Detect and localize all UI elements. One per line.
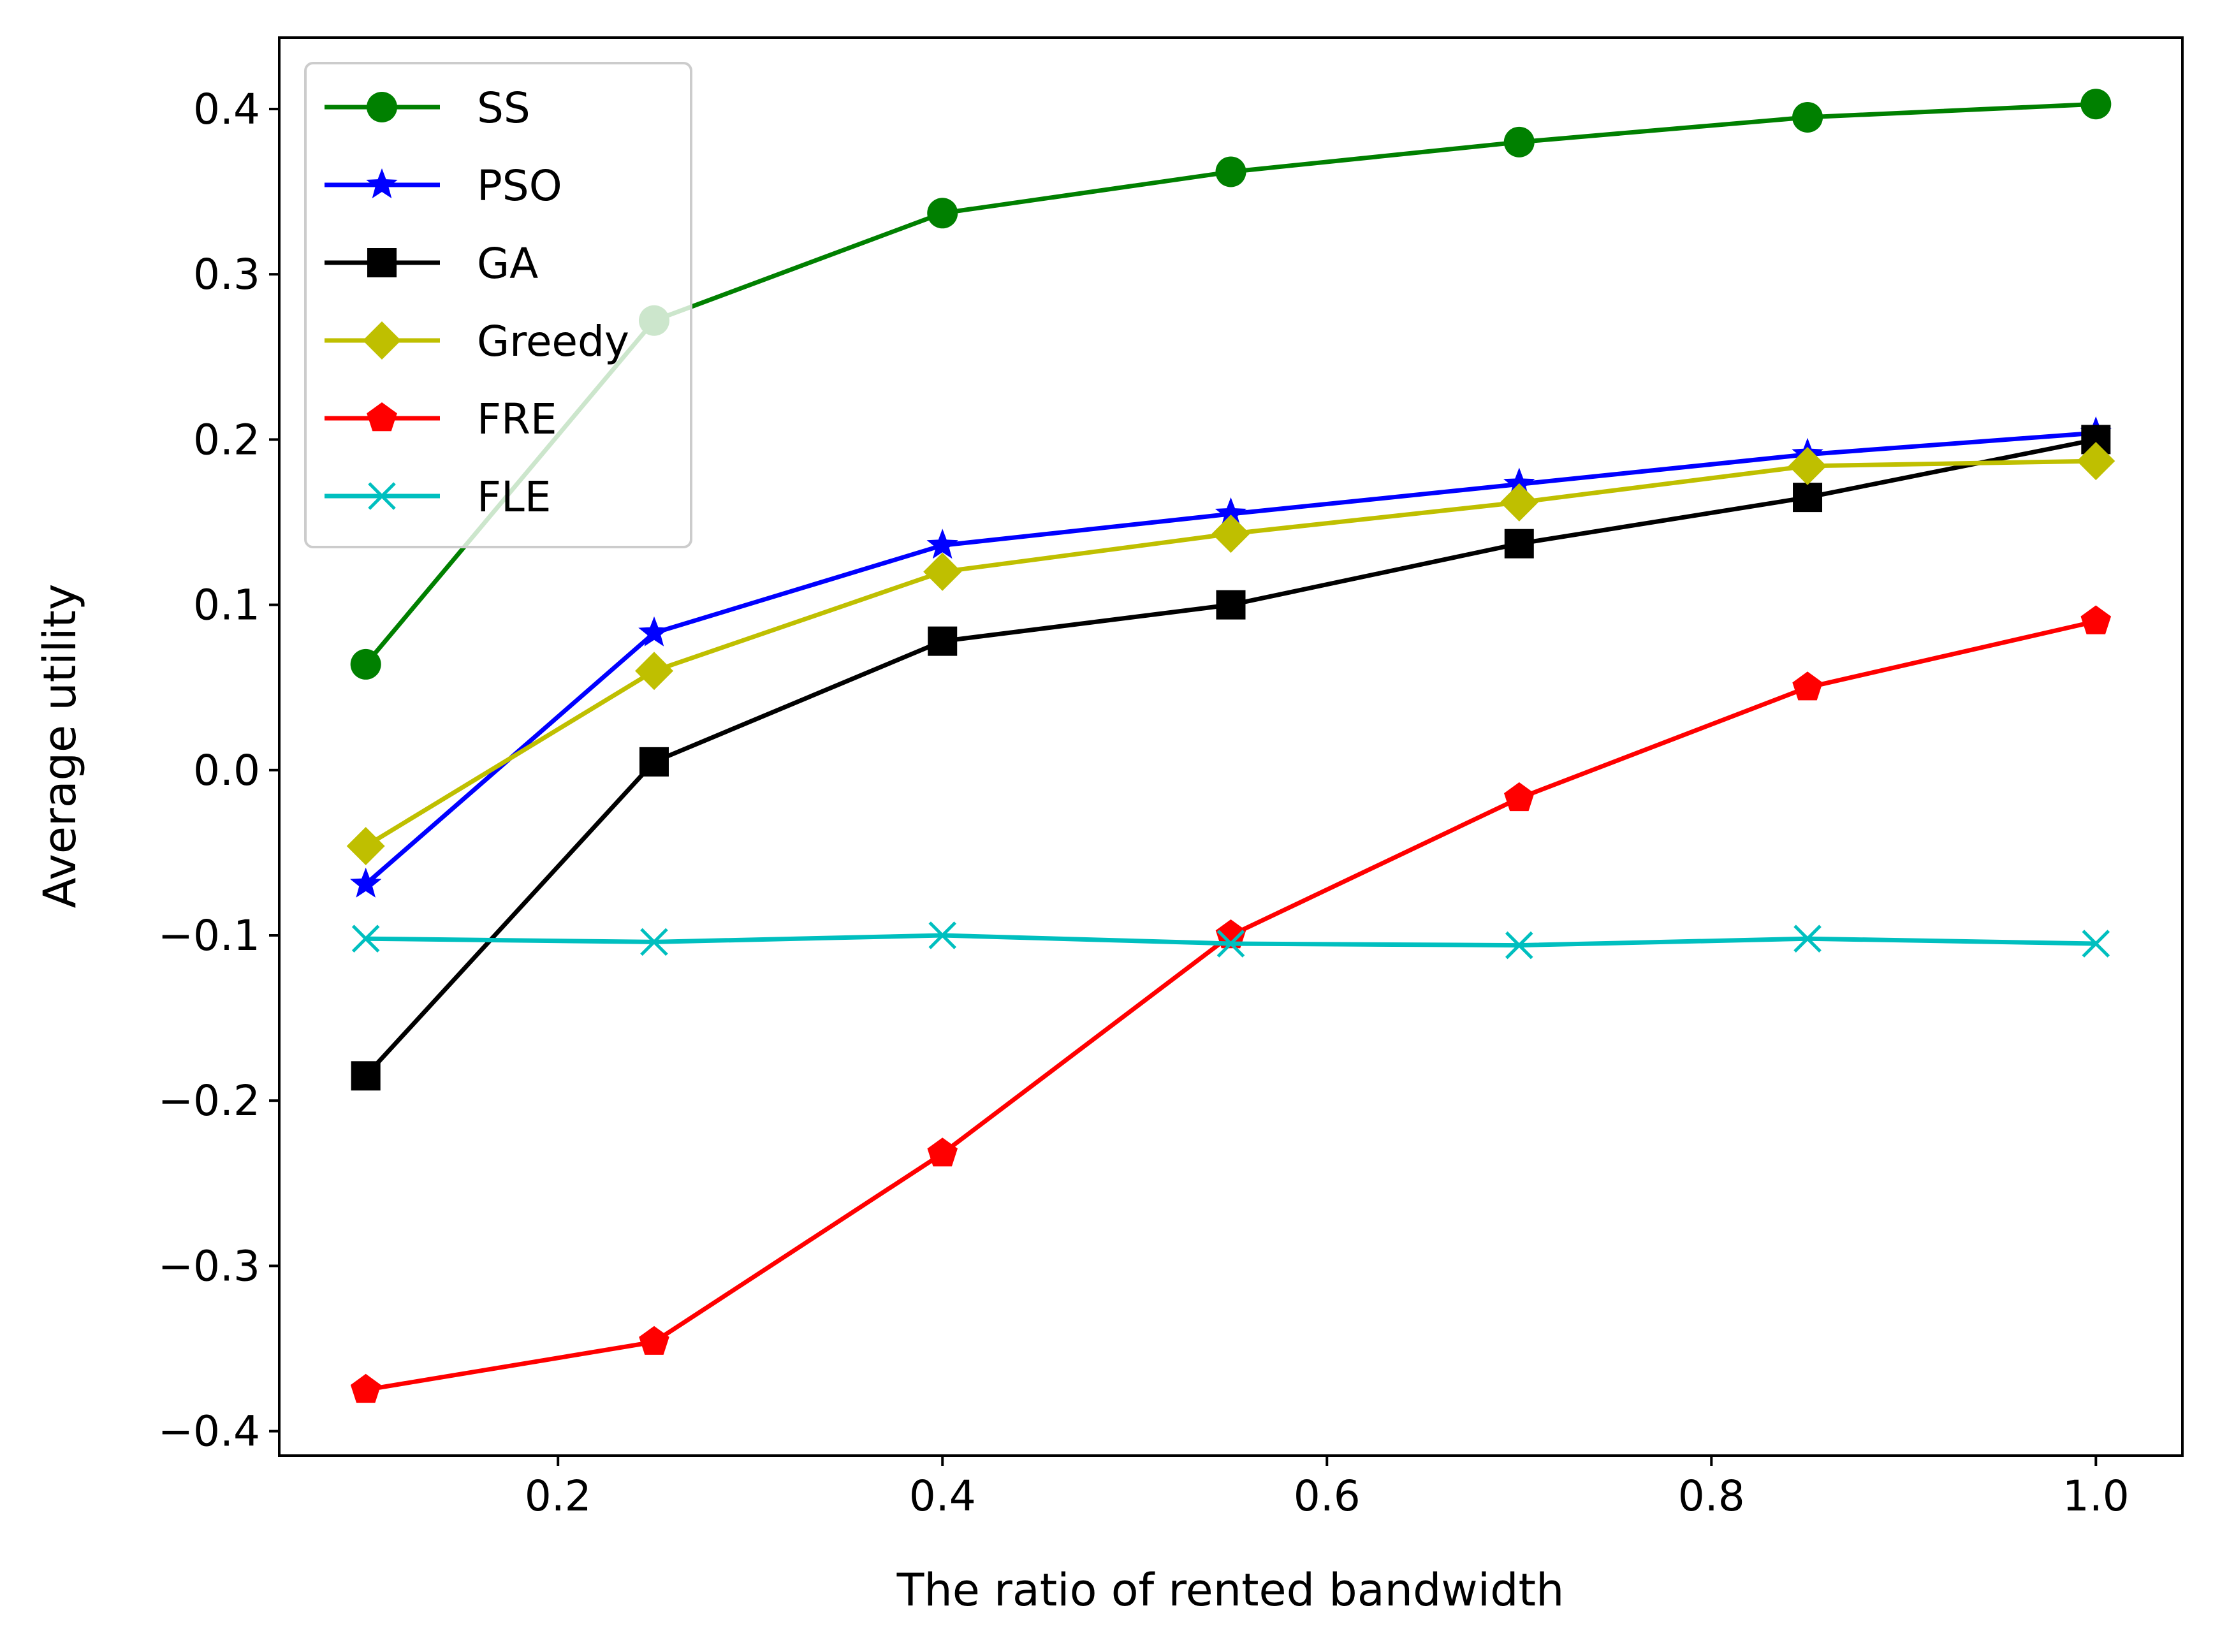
legend-marker-fle [368,482,396,510]
x-tick-label: 0.8 [1678,1472,1745,1521]
data-point-ss [1503,126,1535,157]
data-point-fre [1504,782,1535,812]
legend-item-greedy: Greedy [325,317,629,366]
legend-item-ss: SS [325,84,530,133]
legend-label-greedy: Greedy [477,317,629,366]
legend-item-ga: GA [325,239,538,288]
x-tick-label: 1.0 [2063,1472,2129,1521]
data-point-fre [350,1373,381,1403]
x-axis-label: The ratio of rented bandwidth [896,1564,1565,1616]
legend-marker-ss [367,92,397,122]
data-point-ga [928,626,958,656]
y-tick-label: 0.3 [193,250,260,299]
y-tick-label: 0.0 [193,746,260,795]
data-point-ss [350,648,381,680]
data-point-pso [1503,467,1535,498]
data-point-greedy [1788,446,1827,485]
data-point-greedy [2077,442,2115,481]
y-tick-label: −0.1 [158,911,260,960]
data-point-ga [1793,483,1823,513]
data-point-fle [640,928,668,956]
data-point-ss [1215,156,1246,187]
data-point-ga [1504,529,1534,559]
data-point-fle [1216,930,1245,958]
data-point-fre [1215,919,1246,949]
y-tick-label: −0.3 [158,1241,260,1290]
y-tick-label: 0.4 [193,85,260,134]
x-tick-label: 0.6 [1294,1472,1361,1521]
plot-frame [278,36,2184,1457]
y-tick-label: −0.4 [158,1407,260,1456]
y-axis: −0.4 −0.3 −0.2 −0.1 0.0 0.1 0.2 0.3 0.4 [158,85,279,1456]
data-point-fre [1792,671,1823,701]
legend-label-fre: FRE [477,395,557,444]
legend-item-pso: PSO [325,161,562,210]
data-point-fre [2080,605,2112,634]
series-fle [351,921,2110,960]
data-point-greedy [1500,483,1538,522]
legend-marker-ga [367,248,397,277]
data-point-ss [1792,101,1823,133]
data-point-pso [926,529,958,559]
x-tick-label: 0.2 [525,1472,592,1521]
data-point-fle [2082,930,2110,958]
data-point-ss [2080,89,2112,120]
x-tick-label: 0.4 [909,1472,976,1521]
y-tick-label: 0.1 [193,581,260,630]
series-fre [350,605,2112,1403]
x-axis: 0.2 0.4 0.6 0.8 1.0 [525,1456,2129,1521]
series-greedy [346,442,2115,865]
legend-item-fre: FRE [325,395,557,444]
data-point-fre [639,1326,669,1355]
data-point-fle [928,921,956,949]
legend-item-fle: FLE [325,472,551,522]
series-ga [351,425,2111,1091]
data-point-greedy [923,552,962,591]
legend-marker-greedy [363,321,401,360]
data-point-fle [351,925,380,953]
legend-label-ss: SS [477,84,530,133]
data-point-greedy [1211,515,1250,553]
data-point-fle [1505,931,1533,960]
legend: SS PSO GA Greedy FRE FLE [304,62,692,548]
data-point-fre [927,1137,958,1167]
data-point-fle [1793,925,1822,953]
legend-label-ga: GA [477,239,538,288]
data-point-pso [1215,497,1247,528]
data-point-ga [1216,590,1246,620]
y-tick-label: −0.2 [158,1076,260,1125]
y-axis-label: Average utility [34,584,86,909]
data-point-ss [927,198,958,229]
y-tick-label: 0.2 [193,415,260,464]
legend-label-fle: FLE [477,472,551,522]
data-point-ga [639,747,669,777]
data-point-ga [351,1061,381,1091]
legend-marker-fre [367,402,397,432]
data-point-greedy [635,652,673,691]
data-point-pso [638,616,670,647]
legend-label-pso: PSO [477,161,562,210]
data-point-greedy [346,827,385,865]
data-point-pso [350,867,382,898]
legend-marker-pso [366,168,398,198]
